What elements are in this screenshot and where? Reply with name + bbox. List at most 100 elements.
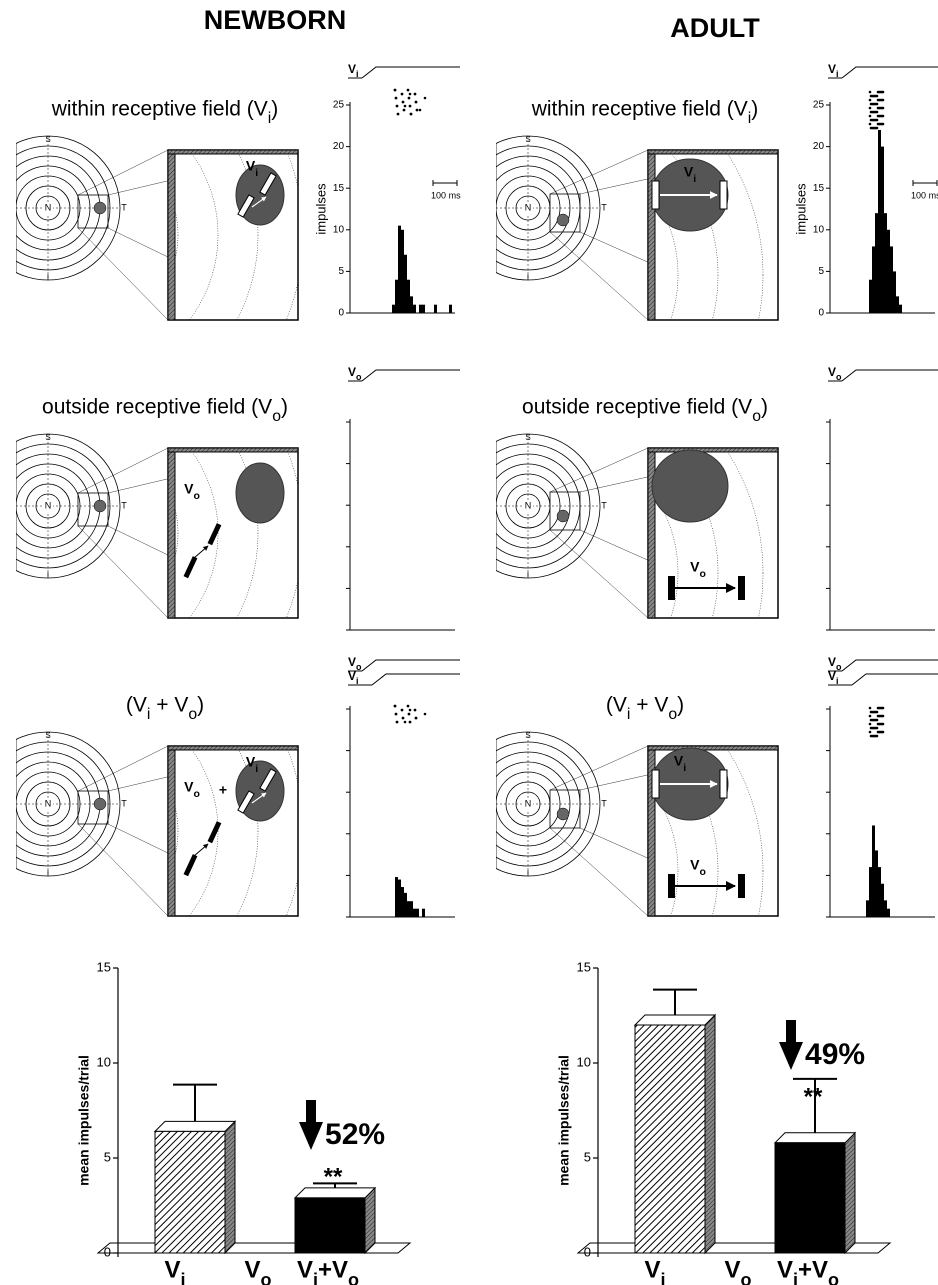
raster-dot [870,111,873,114]
iso-line [0,433,178,633]
field-label: S [525,433,530,442]
raster-dot [869,91,872,94]
rf-small [94,500,106,512]
zoom-line [78,228,168,320]
zoom-line [550,448,648,492]
histogram-bar [884,900,887,917]
raster-dot [877,123,880,126]
decrease-arrow [299,1100,323,1150]
histogram-bar [395,280,398,313]
raster-dot [870,719,873,722]
histogram-bar [401,230,404,313]
field-label: S [525,135,530,144]
field-label: I [47,869,49,878]
raster-dot [408,713,411,716]
y-tick-label: 0 [104,1244,111,1259]
bar [295,1198,365,1253]
histogram-bar [869,867,872,917]
y-axis-label: mean impulses/trial [556,1055,572,1186]
box-edge-top [168,746,298,750]
raster-dot [410,113,413,116]
zoom-line [550,232,648,320]
bar-top [155,1121,235,1131]
histogram-bar [413,305,416,313]
field-label: T [601,798,607,808]
histogram-bar [413,909,416,917]
significance: ** [804,1083,823,1110]
field-label: S [45,731,50,740]
histogram-bar [866,900,869,917]
raster-dot [414,709,417,712]
field-label: N [45,202,52,212]
raster-dot [416,109,419,112]
field-label: I [527,273,529,282]
iso-line [0,731,178,931]
y-tick-label: 20 [333,141,345,152]
zoom-label: + [219,782,227,798]
raster-dot [877,107,880,110]
field-label: T [121,500,127,510]
rf-small [94,202,106,214]
bar [635,1025,705,1253]
y-tick-label: 10 [577,1054,591,1069]
row-label: within receptive field (Vi) [51,98,279,127]
row-label: (Vi + Vo) [606,694,684,723]
raster-dot [397,113,400,116]
bar-side [225,1121,235,1253]
raster-dot [394,89,397,92]
x-tick-label: Vo [244,1256,271,1285]
field-label: I [527,869,529,878]
histogram-bar [392,305,395,313]
box-edge-top [648,448,778,452]
raster-dot [401,709,404,712]
histogram-bar [398,226,401,313]
y-tick-label: 15 [577,959,591,974]
decrease-arrow [779,1020,803,1070]
field-label: I [47,273,49,282]
histogram-bar [872,246,875,313]
field-label: I [527,571,529,580]
stimulus-trace [362,660,460,671]
histogram-bar [884,213,887,313]
scale-bar [913,180,937,186]
histogram-bar [404,255,407,313]
iso-line [438,473,638,673]
y-tick-label: 25 [813,100,825,111]
stim-bar [652,770,659,798]
histogram-bar [875,213,878,313]
trace-label: Vi [348,62,359,79]
y-tick-label: 10 [333,224,345,235]
annotation: 49% [805,1038,865,1071]
raster-dot [869,723,872,726]
field-label: N [525,500,532,510]
zoom-line [550,530,648,618]
raster-dot [877,707,880,710]
zoom-line [550,746,648,790]
raster-dot [402,101,405,104]
raster-dot [869,107,872,110]
raster-dot [869,99,872,102]
iso-line [398,731,678,1011]
raster-dot [877,99,880,102]
histogram-bar [878,130,881,313]
raster-dot [870,119,873,122]
raster-dot [408,97,411,100]
field-label: T [601,500,607,510]
raster-dot [415,101,418,104]
field-label: N [45,798,52,808]
raster-dot [877,723,880,726]
x-tick-label: Vi [164,1256,185,1285]
raster-dot [409,105,412,108]
raster-dot [395,97,398,100]
y-tick-label: 0 [818,308,824,319]
raster-dot [407,89,410,92]
histogram-bar [395,877,398,917]
raster-dot [409,709,412,712]
y-axis-label: impulses [793,183,808,235]
field-label: S [525,731,530,740]
histogram-bar [419,305,422,313]
raster-dot [870,127,873,130]
histogram-bar [407,901,410,917]
histogram-bar [875,850,878,917]
field-label: N [525,202,532,212]
